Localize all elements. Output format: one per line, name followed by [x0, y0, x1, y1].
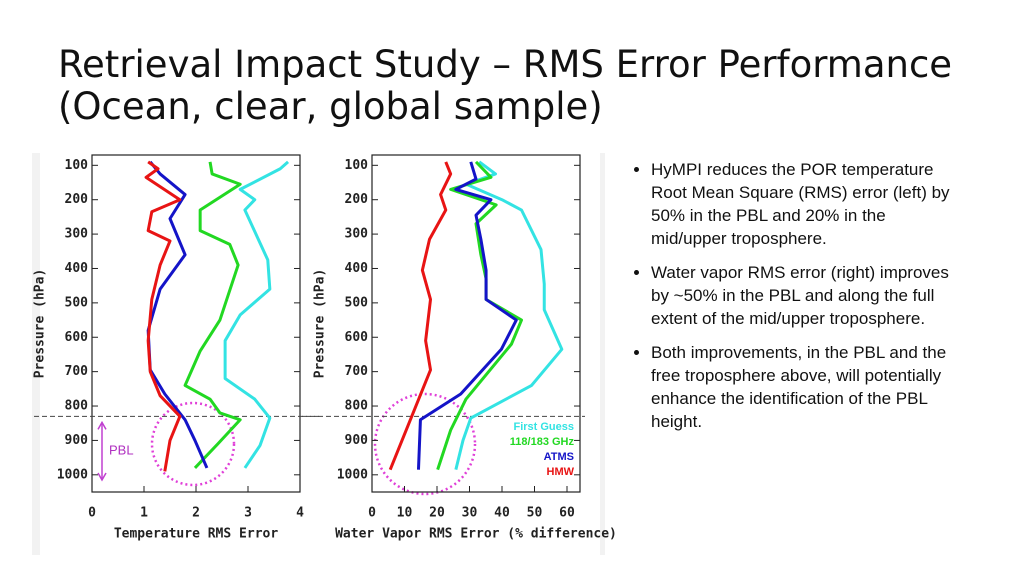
y-tick-label: 700	[345, 364, 369, 379]
legend: First Guess 118/183 GHz ATMS HMW	[508, 420, 574, 480]
y-tick-label: 1000	[337, 467, 368, 482]
x-tick-label: 10	[397, 506, 413, 521]
y-tick-label: 1000	[57, 467, 88, 482]
y-tick-label: 300	[65, 227, 89, 242]
y-tick-label: 800	[65, 399, 89, 414]
x-tick-label: 40	[494, 506, 510, 521]
chart-bg	[40, 153, 310, 555]
series-line	[144, 160, 182, 472]
slide-title: Retrieval Impact Study – RMS Error Perfo…	[58, 44, 952, 128]
series-line	[388, 161, 453, 471]
legend-entry: First Guess	[513, 421, 574, 433]
chart-bg	[310, 153, 600, 555]
y-tick-label: 100	[345, 158, 369, 173]
series-line	[416, 161, 518, 470]
y-tick-label: 200	[65, 192, 89, 207]
x-tick-label: 30	[462, 506, 478, 521]
title-line: Retrieval Impact Study – RMS Error Perfo…	[58, 43, 953, 86]
highlight-circle	[150, 401, 236, 487]
x-tick-label: 50	[527, 506, 543, 521]
y-tick-label: 700	[65, 364, 89, 379]
y-axis-label: Pressure (hPa)	[33, 269, 48, 379]
annotation: PBL	[109, 443, 134, 458]
x-tick-label: 0	[88, 506, 96, 521]
y-tick-label: 400	[345, 261, 369, 276]
y-tick-label: 900	[345, 433, 369, 448]
y-tick-label: 100	[65, 158, 89, 173]
bullet: Water vapor RMS error (right) improves b…	[651, 261, 951, 330]
pbl-arrow-head	[97, 420, 107, 482]
y-tick-label: 600	[65, 330, 89, 345]
title-line: (Ocean, clear, global sample)	[58, 85, 603, 128]
series-line	[183, 161, 242, 469]
series-line	[223, 160, 290, 469]
x-tick-label: 2	[192, 506, 200, 521]
y-tick-label: 300	[345, 227, 369, 242]
x-tick-label: 60	[559, 506, 575, 521]
bullet: HyMPI reduces the POR temperature Root M…	[651, 158, 951, 250]
x-axis-label: Water Vapor RMS Error (% difference)	[335, 527, 617, 542]
y-tick-label: 900	[65, 433, 89, 448]
x-tick-label: 4	[296, 506, 304, 521]
bullet-list: HyMPI reduces the POR temperature Root M…	[632, 158, 951, 444]
bullet: Both improvements, in the PBL and the fr…	[651, 341, 951, 433]
y-tick-label: 800	[345, 399, 369, 414]
x-tick-label: 0	[368, 506, 376, 521]
legend-entry: 118/183 GHz	[509, 436, 574, 448]
series-line	[146, 160, 209, 469]
y-tick-label: 500	[345, 295, 369, 310]
x-tick-label: 20	[429, 506, 445, 521]
x-axis-label: Temperature RMS Error	[114, 527, 279, 542]
y-axis-label: Pressure (hPa)	[313, 269, 328, 379]
y-tick-label: 500	[65, 295, 89, 310]
plot-frame	[371, 154, 581, 493]
y-tick-label: 400	[65, 261, 89, 276]
x-tick-label: 3	[244, 506, 252, 521]
legend-entry: HMW	[546, 466, 575, 478]
legend-entry: ATMS	[543, 451, 574, 463]
highlight-circle	[373, 392, 477, 496]
y-tick-label: 600	[345, 330, 369, 345]
y-tick-label: 200	[345, 192, 369, 207]
x-tick-label: 1	[140, 506, 148, 521]
